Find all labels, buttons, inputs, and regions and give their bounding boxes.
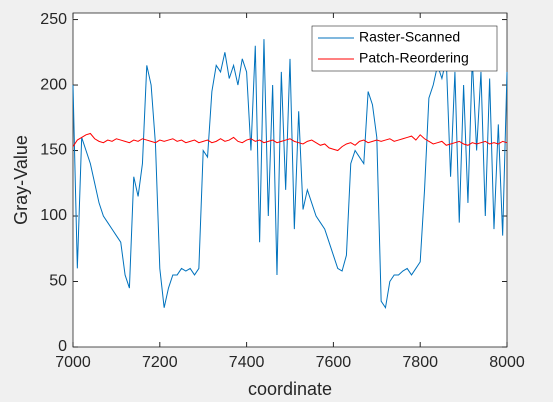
y-tick-label: 100: [40, 207, 67, 224]
x-axis-label: coordinate: [248, 379, 332, 399]
x-tick-label: 7600: [316, 354, 352, 371]
y-axis-label: Gray-Value: [11, 135, 31, 225]
x-tick-label: 7400: [229, 354, 265, 371]
x-tick-label: 7800: [402, 354, 438, 371]
x-tick-label: 7000: [55, 354, 91, 371]
y-tick-label: 50: [49, 273, 67, 290]
legend-label: Patch-Reordering: [359, 50, 469, 66]
y-tick-label: 0: [58, 338, 67, 355]
data-line: [72, 39, 508, 310]
data-line: [72, 132, 508, 152]
y-tick-label: 150: [40, 142, 67, 159]
x-tick-label: 8000: [489, 354, 525, 371]
legend-box: [311, 25, 498, 72]
legend-label: Raster-Scanned: [359, 29, 460, 45]
x-tick-label: 7200: [142, 354, 178, 371]
y-tick-label: 200: [40, 76, 67, 93]
y-tick-label: 250: [40, 11, 67, 28]
